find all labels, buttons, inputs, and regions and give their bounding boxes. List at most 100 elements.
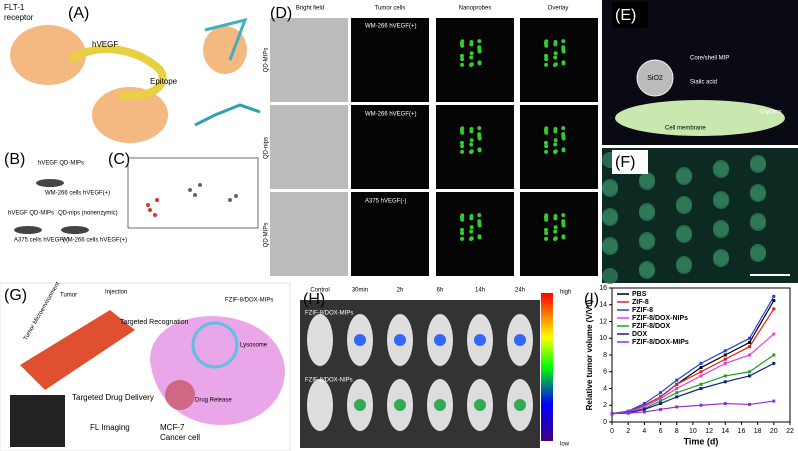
fluorescence (544, 149, 549, 154)
y-tick-label: 12 (599, 318, 607, 325)
annotation: Core/shell MIP (690, 56, 729, 62)
fluorescence (469, 236, 474, 241)
fluorescence (477, 147, 482, 152)
fluorescence (544, 236, 549, 241)
panel-b: (B) hVEGF QD-MIPs WM-266 cells hVEGF(+) … (4, 151, 127, 243)
legend-label: FZIF-8/DOX-MIPs (632, 339, 689, 346)
epitope-structure (194, 103, 261, 127)
mouse-icon (36, 179, 64, 187)
color-bar (541, 293, 553, 441)
annotation: Tumor (60, 293, 77, 299)
panel-c: (C) (108, 151, 259, 229)
point (675, 387, 679, 390)
annotation: FL Imaging (90, 423, 130, 432)
annotation: Targeted Drug Delivery (72, 393, 154, 402)
cell (750, 155, 766, 171)
x-tick-label: 2 (626, 428, 630, 435)
panel-label: (G) (4, 287, 27, 304)
fluorescence (553, 225, 558, 230)
micrograph (270, 18, 348, 102)
mouse (307, 379, 333, 431)
x-tick-label: 12 (705, 428, 713, 435)
point (659, 397, 663, 401)
fluorescence (477, 234, 482, 239)
annotation: hVEGF QD-MIPs (8, 211, 54, 217)
y-tick-label: 4 (603, 385, 607, 392)
panel-label: (H) (303, 291, 325, 308)
panel-label: (B) (4, 151, 25, 168)
point (699, 366, 703, 370)
y-tick-label: 10 (599, 335, 607, 342)
fluorescence (561, 60, 566, 65)
annotation: Lysosome (240, 343, 268, 349)
lysosome (191, 321, 239, 369)
point (772, 332, 776, 336)
annotation: FZIF-8/DOX-MIPs (225, 298, 273, 304)
protein-ribbon (67, 45, 167, 100)
point (675, 382, 679, 386)
point (699, 374, 703, 378)
panel-label: (F) (615, 154, 635, 171)
fluorescence (477, 219, 482, 224)
fluorescence (561, 147, 566, 152)
point (659, 402, 663, 406)
signal (434, 334, 446, 346)
fluorescence (561, 132, 566, 137)
cell (639, 172, 655, 188)
x-tick-label: 6 (659, 428, 663, 435)
cell (676, 196, 692, 212)
cell (676, 225, 692, 241)
imaging-photo (10, 395, 65, 447)
fluorescence (553, 149, 558, 154)
fluorescence (543, 140, 548, 145)
point (675, 391, 679, 395)
micrograph (351, 105, 429, 189)
panel-h: Control 30min 2h 6h 14h 24h (H) high low FZIF… (300, 288, 571, 448)
micrograph (520, 18, 598, 102)
legend-label: FZIF-8 (632, 307, 653, 314)
annotation: SiO2 (647, 75, 663, 82)
signal (474, 334, 486, 346)
nanoparticle (636, 59, 674, 97)
point (723, 380, 727, 384)
annotation: hVEGF (92, 40, 118, 49)
annotation: hVEGF QD-MIPs (38, 161, 84, 167)
fluorescence (553, 55, 558, 60)
point (772, 299, 776, 303)
time-label: 24h (515, 288, 525, 294)
fluorescence (469, 229, 474, 234)
micrograph (436, 18, 514, 102)
fluorescence (544, 57, 549, 62)
fluorescence (543, 227, 548, 232)
panel-label: (C) (108, 151, 130, 168)
annotation: MCF-7 (160, 423, 185, 432)
row-label: WM-266 hVEGF(+) (365, 112, 417, 118)
point (699, 361, 703, 365)
x-tick-label: 20 (770, 428, 778, 435)
fluorescence (543, 53, 548, 58)
signal (354, 399, 366, 411)
micrograph (351, 192, 429, 276)
fluorescence (469, 55, 474, 60)
plot-frame (127, 157, 259, 229)
point (748, 353, 752, 357)
legend-label: ZIF-8 (632, 299, 649, 306)
panel-e: (E) SiO2 Core/shell MIP Sialic acid Glyc… (602, 0, 798, 145)
fluorescence (553, 39, 558, 44)
signal (354, 334, 366, 346)
point (675, 405, 679, 409)
fluorescence (543, 41, 548, 46)
annotation: Drug Release (195, 398, 232, 404)
column-header: Overlay (548, 6, 569, 12)
point (642, 410, 646, 414)
fluorescence (469, 138, 474, 143)
annotation: A375 cells hVEGF(-) (14, 238, 69, 244)
signal (514, 334, 526, 346)
cell (602, 208, 618, 224)
cell (713, 191, 729, 207)
cell (713, 160, 729, 176)
x-tick-label: 22 (786, 428, 794, 435)
epitope-structure (204, 17, 248, 61)
y-axis-title: Relative tumor volume (V/V0) (585, 299, 594, 410)
mouse (307, 314, 333, 366)
